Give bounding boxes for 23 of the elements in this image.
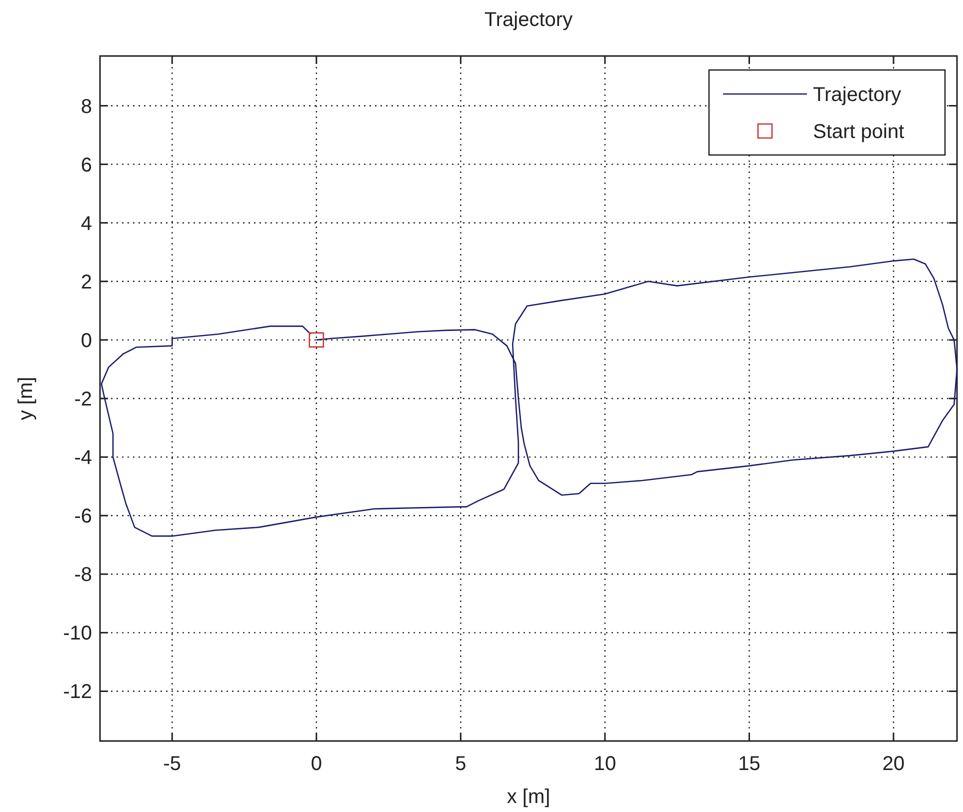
y-tick-label: -6 <box>74 506 92 528</box>
legend-label: Trajectory <box>813 84 902 106</box>
x-tick-label: 10 <box>594 753 616 775</box>
y-tick-label: -8 <box>74 564 92 586</box>
y-tick-label: 8 <box>80 96 92 118</box>
y-tick-label: 6 <box>80 154 92 176</box>
y-tick-label: 4 <box>80 212 92 235</box>
line-series <box>100 258 958 537</box>
y-tick-label: -12 <box>63 681 92 704</box>
y-tick-label: 0 <box>80 330 92 352</box>
legend-label: Start point <box>813 121 905 143</box>
y-tick-label: -4 <box>74 447 92 470</box>
y-axis-title: y [m] <box>15 376 37 420</box>
x-tick-label: 15 <box>738 753 760 775</box>
y-tick-label: -2 <box>74 388 92 410</box>
y-tick-label: -10 <box>63 622 92 645</box>
x-tick-label: 0 <box>310 753 322 775</box>
y-tick-label: 2 <box>80 271 92 294</box>
x-tick-label: -5 <box>163 753 182 775</box>
chart-title: Trajectory <box>484 9 573 31</box>
x-tick-label: 5 <box>455 753 466 775</box>
x-tick-label: 20 <box>882 753 905 775</box>
x-axis-title: x [m] <box>506 786 550 808</box>
